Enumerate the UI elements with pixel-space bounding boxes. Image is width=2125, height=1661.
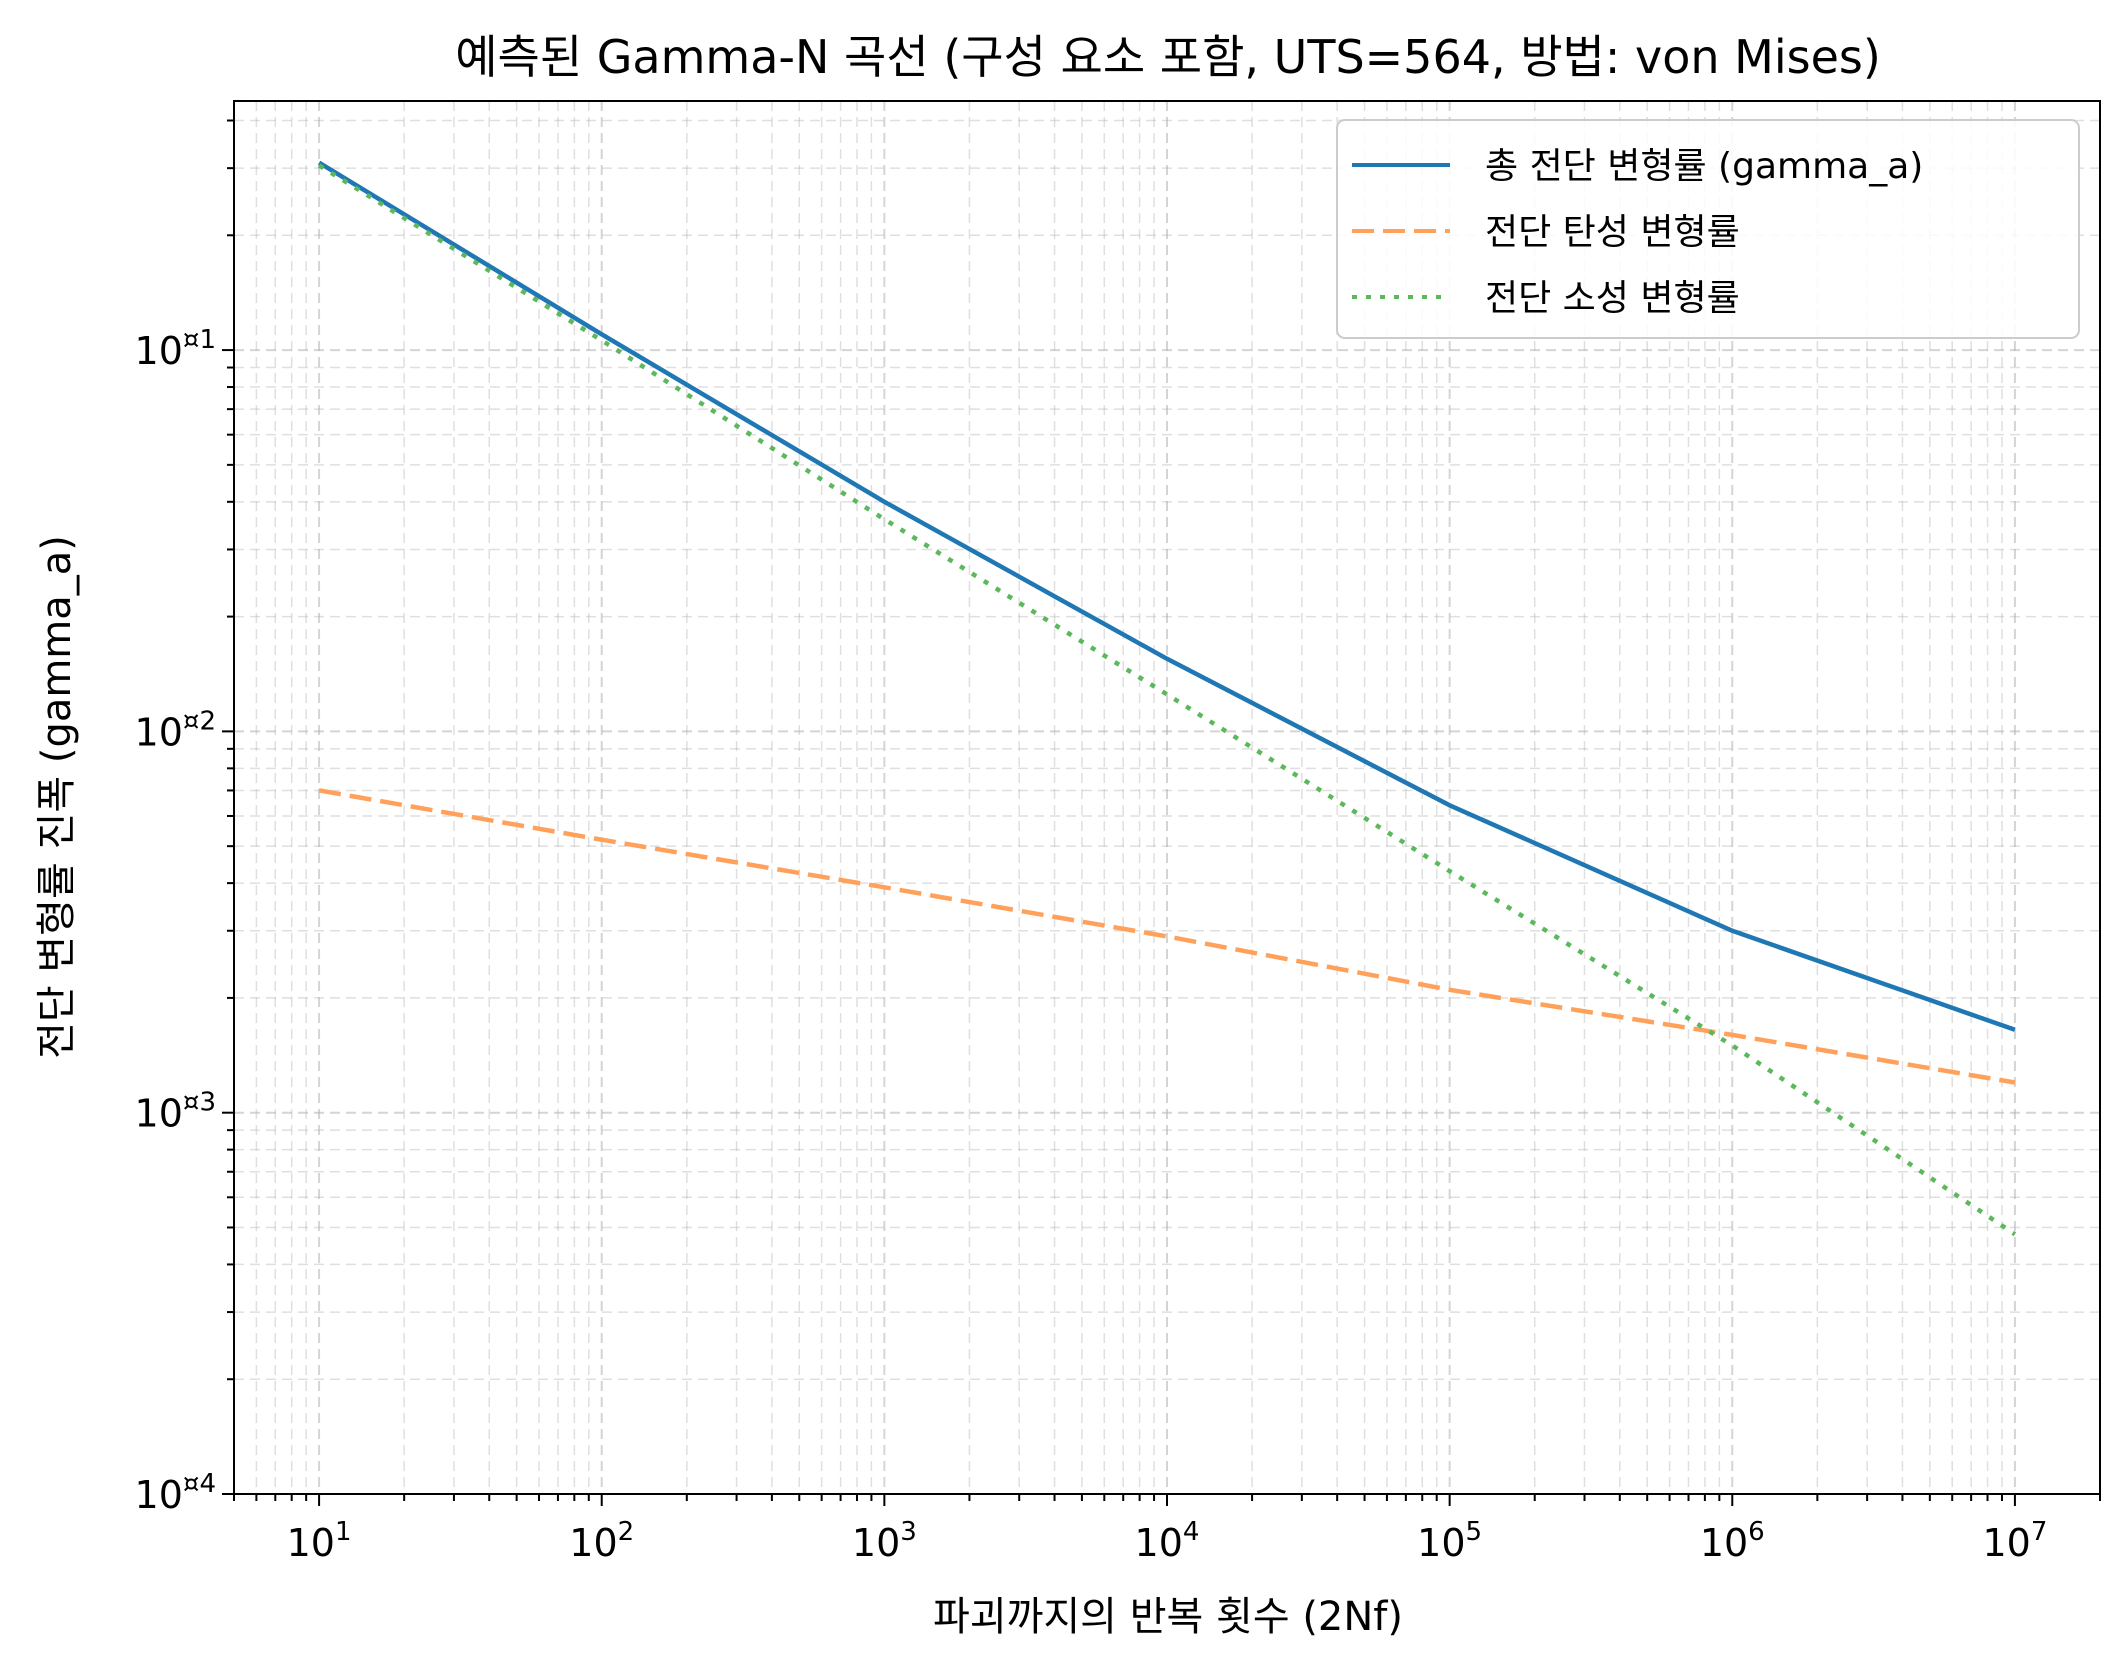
y-axis-label: 전단 변형률 진폭 (gamma_a) bbox=[34, 535, 80, 1059]
x-tick-label: 107 bbox=[1982, 1517, 2047, 1565]
x-tick-label: 105 bbox=[1417, 1517, 1482, 1565]
series-line-1 bbox=[318, 788, 2016, 1085]
legend-box bbox=[1336, 119, 2080, 339]
chart-title: 예측된 Gamma-N 곡선 (구성 요소 포함, UTS=564, 방법: v… bbox=[455, 30, 1881, 84]
legend-label-total: 총 전단 변형률 (gamma_a) bbox=[1485, 146, 1923, 187]
x-tick-label: 103 bbox=[852, 1517, 917, 1565]
series-lines bbox=[317, 160, 2017, 1237]
legend-label-elastic: 전단 탄성 변형률 bbox=[1485, 212, 1740, 253]
axis-ticks: 101 102 103 104 105 106 107 10¤1 10¤2 10¤3 10¤4 bbox=[135, 119, 2101, 1565]
x-tick-label: 106 bbox=[1700, 1517, 1765, 1565]
y-tick-label: 10¤2 bbox=[135, 706, 216, 754]
y-tick-label: 10¤3 bbox=[135, 1088, 216, 1136]
x-tick-label: 104 bbox=[1135, 1517, 1200, 1565]
y-tick-label: 10¤4 bbox=[135, 1469, 216, 1517]
x-axis-label: 파괴까지의 반복 횟수 (2Nf) bbox=[933, 1594, 1403, 1640]
y-tick-label: 10¤1 bbox=[135, 325, 216, 373]
legend: 총 전단 변형률 (gamma_a) 전단 탄성 변형률 전단 소성 변형률 bbox=[1336, 119, 2080, 339]
x-tick-label: 102 bbox=[569, 1517, 634, 1565]
legend-label-plastic: 전단 소성 변형률 bbox=[1485, 278, 1740, 319]
x-tick-label: 101 bbox=[287, 1517, 352, 1565]
series-line-0 bbox=[317, 160, 2016, 1032]
